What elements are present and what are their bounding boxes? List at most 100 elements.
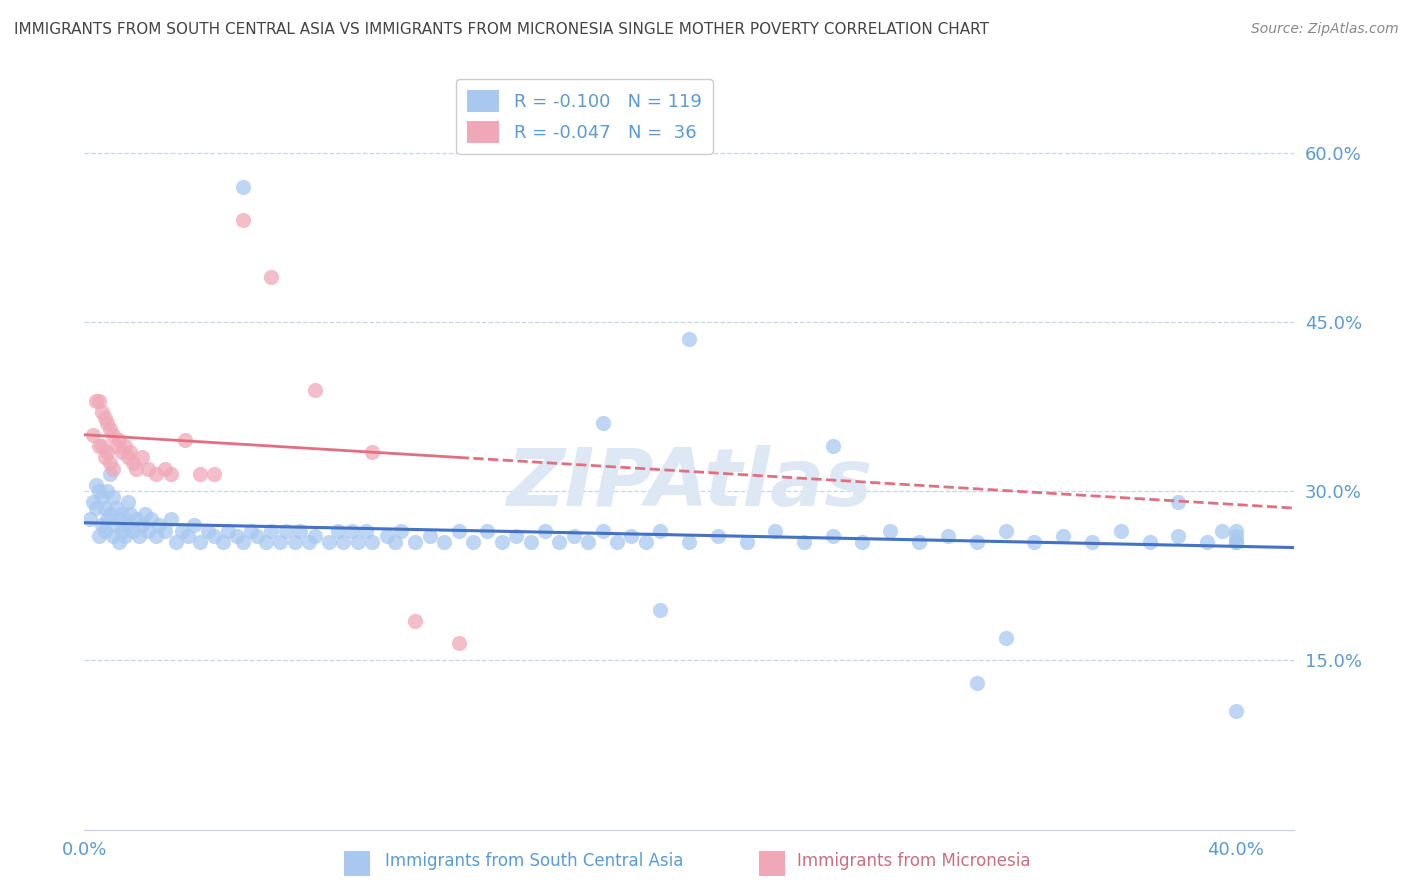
Point — [90, 405, 112, 419]
Point — [93, 450, 115, 465]
Point — [96, 484, 118, 499]
Point — [82, 495, 104, 509]
Point — [188, 467, 211, 482]
Point — [994, 524, 1017, 538]
Point — [389, 524, 412, 538]
Point — [98, 456, 121, 470]
Point — [108, 434, 131, 448]
Point — [260, 524, 283, 538]
Point — [136, 524, 159, 538]
Point — [96, 512, 118, 526]
Point — [318, 535, 340, 549]
Text: IMMIGRANTS FROM SOUTH CENTRAL ASIA VS IMMIGRANTS FROM MICRONESIA SINGLE MOTHER P: IMMIGRANTS FROM SOUTH CENTRAL ASIA VS IM… — [14, 22, 988, 37]
Point — [419, 529, 441, 543]
Point — [936, 529, 959, 543]
Text: ZIPAtlas: ZIPAtlas — [506, 445, 872, 524]
Point — [120, 507, 142, 521]
Point — [145, 467, 167, 482]
Point — [433, 535, 456, 549]
Point — [122, 456, 145, 470]
Point — [519, 535, 541, 549]
Point — [505, 529, 527, 543]
Point — [188, 535, 211, 549]
Point — [1167, 529, 1189, 543]
Point — [183, 518, 205, 533]
Point — [592, 524, 614, 538]
Point — [108, 535, 131, 549]
Point — [269, 535, 291, 549]
Point — [93, 524, 115, 538]
Point — [491, 535, 513, 549]
Point — [93, 501, 115, 516]
Point — [447, 636, 470, 650]
Point — [994, 631, 1017, 645]
Point — [98, 467, 121, 482]
Text: Source: ZipAtlas.com: Source: ZipAtlas.com — [1251, 22, 1399, 37]
Point — [90, 490, 112, 504]
Point — [1225, 524, 1247, 538]
Point — [375, 529, 398, 543]
Point — [87, 484, 110, 499]
Point — [879, 524, 901, 538]
Point — [1167, 495, 1189, 509]
Point — [93, 410, 115, 425]
Point — [851, 535, 873, 549]
Point — [404, 614, 426, 628]
Point — [105, 439, 128, 453]
Point — [153, 524, 176, 538]
Point — [1225, 535, 1247, 549]
Point — [1197, 535, 1219, 549]
Point — [304, 529, 326, 543]
Legend: R = -0.100   N = 119, R = -0.047   N =  36: R = -0.100 N = 119, R = -0.047 N = 36 — [456, 79, 713, 154]
Point — [90, 518, 112, 533]
Point — [326, 524, 349, 538]
Point — [347, 535, 370, 549]
Point — [678, 535, 700, 549]
Point — [125, 461, 148, 475]
Point — [117, 518, 139, 533]
Point — [620, 529, 643, 543]
Point — [678, 332, 700, 346]
Point — [101, 427, 124, 442]
Point — [650, 524, 672, 538]
Point — [153, 461, 176, 475]
Point — [159, 467, 181, 482]
Point — [87, 393, 110, 408]
Point — [148, 518, 170, 533]
Point — [159, 512, 181, 526]
Point — [105, 501, 128, 516]
Point — [461, 535, 484, 549]
Point — [821, 439, 844, 453]
Point — [197, 524, 219, 538]
Point — [562, 529, 585, 543]
Point — [114, 529, 136, 543]
Point — [101, 529, 124, 543]
Point — [98, 507, 121, 521]
Point — [548, 535, 571, 549]
Point — [96, 417, 118, 431]
Point — [101, 461, 124, 475]
Point — [98, 422, 121, 436]
Point — [232, 179, 254, 194]
Point — [763, 524, 786, 538]
Point — [120, 444, 142, 458]
Point — [114, 439, 136, 453]
Point — [447, 524, 470, 538]
Text: Immigrants from South Central Asia: Immigrants from South Central Asia — [385, 852, 683, 870]
Point — [117, 495, 139, 509]
Text: Immigrants from Micronesia: Immigrants from Micronesia — [797, 852, 1031, 870]
Point — [1225, 529, 1247, 543]
Point — [384, 535, 406, 549]
Point — [606, 535, 628, 549]
Point — [1139, 535, 1161, 549]
Point — [246, 529, 269, 543]
Point — [84, 501, 107, 516]
Point — [101, 490, 124, 504]
Point — [96, 444, 118, 458]
Point — [260, 269, 283, 284]
Point — [79, 512, 101, 526]
Point — [131, 518, 153, 533]
Point — [174, 434, 197, 448]
Point — [1225, 704, 1247, 718]
Point — [254, 535, 277, 549]
